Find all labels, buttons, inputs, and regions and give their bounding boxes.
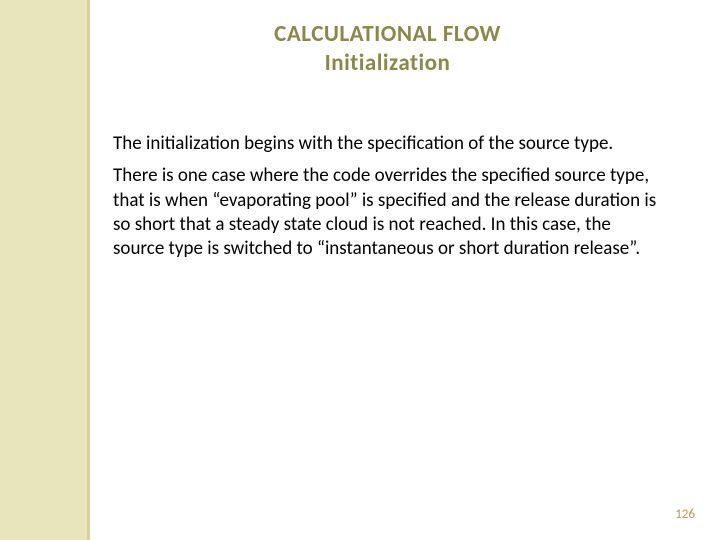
paragraph-1: The initialization begins with the speci… [113,132,665,156]
slide-content: CALCULATIONAL FLOW Initialization The in… [95,0,720,540]
body-text: The initialization begins with the speci… [113,132,665,270]
side-decoration [0,0,90,540]
title-block: CALCULATIONAL FLOW Initialization [95,0,720,78]
title-line-2: Initialization [95,49,680,78]
page-number: 126 [675,507,695,522]
title-line-1: CALCULATIONAL FLOW [95,20,680,49]
paragraph-2: There is one case where the code overrid… [113,164,665,261]
